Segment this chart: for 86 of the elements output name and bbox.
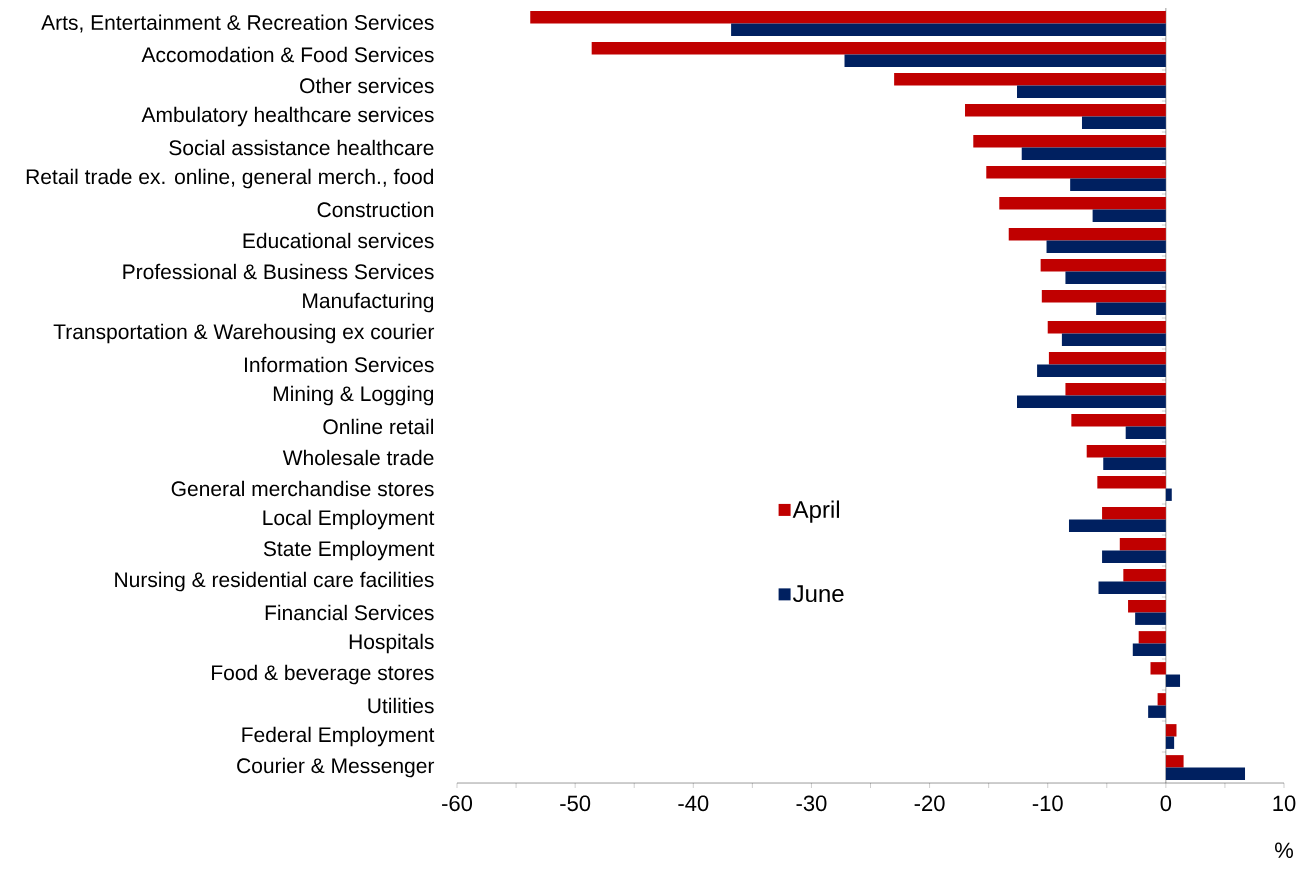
y-tick-label: Arts, Entertainment & Recreation Services [41,14,434,33]
y-tick-label: Construction [317,201,434,218]
y-tick-label: Courier & Messenger [237,757,435,778]
bar [1132,643,1166,656]
bar [844,54,1166,67]
bar [1041,290,1166,303]
y-tick-label: Nursing & residential care facilities [115,571,434,592]
bar [1165,674,1181,687]
bar [1086,445,1166,458]
bar [1165,488,1172,501]
y-tick-label: Social assistance healthcare [169,139,434,156]
bar [973,135,1166,148]
bar [731,23,1166,36]
y-tick-label: Transportation & Warehousing ex courier [53,323,435,344]
x-tick-label: -10 [1032,795,1063,812]
bar [1135,612,1166,625]
bar [1037,364,1166,377]
bar [1068,519,1166,532]
y-tick-label: Financial Services [265,604,434,621]
y-tick-label: Educational services [243,232,434,249]
legend-label: June [792,585,844,603]
y-tick-label: Hospitals [349,633,434,654]
bar [1008,228,1166,241]
bar [1047,321,1166,334]
bar [1102,550,1166,563]
bar [1165,755,1184,768]
bar [986,166,1166,179]
bar [1065,271,1166,284]
bar [1098,581,1166,594]
bar [1071,414,1166,427]
x-tick-label: -50 [560,795,591,812]
bar [1096,302,1166,315]
bar [1092,209,1166,222]
bar [1138,631,1166,644]
bar [591,42,1166,55]
x-tick-label: 10 [1273,795,1296,812]
bar [965,104,1166,117]
legend-label: April [792,500,839,523]
bar [1148,705,1166,718]
bar [999,197,1166,210]
x-axis-title: % [1275,842,1293,858]
y-tick-label: Manufacturing [303,292,434,313]
y-tick-label: Information Services [245,356,434,373]
bar [1048,352,1166,365]
x-tick-label: -40 [678,795,709,812]
y-tick-label: Other services [300,77,434,94]
bar [1061,333,1166,346]
bar [1040,259,1166,272]
x-tick-label: 0 [1160,795,1172,812]
y-tick-label: State Employment [263,540,435,561]
x-tick-label: -30 [796,795,827,812]
bar [1081,116,1166,129]
bar [1103,457,1166,470]
y-tick-label: General merchandise stores [171,480,434,497]
bar [1123,569,1166,582]
bar [1017,85,1166,98]
bar [530,11,1166,24]
bar [1165,767,1246,780]
y-tick-label: Ambulatory healthcare services [141,106,434,127]
bar [1165,736,1175,749]
bar [1070,178,1166,191]
bar [1065,383,1166,396]
bar [894,73,1166,86]
bar [1157,693,1166,706]
bar [1046,240,1166,253]
y-tick-label: Utilities [368,697,434,714]
bar [1150,662,1166,675]
y-tick-label: Food & beverage stores [212,664,434,685]
bar [1021,147,1166,160]
bar [1125,426,1166,439]
y-tick-label: Online retail [323,418,434,435]
bar [1128,600,1166,613]
bar [1102,507,1166,520]
y-tick-label: Professional & Business Services [123,263,434,280]
y-tick-label: Accomodation & Food Services [141,46,434,63]
y-tick-label: Federal Employment [242,726,435,747]
x-tick-label: -20 [914,795,945,812]
y-tick-label: Retail trade ex. online, general merch., food [26,168,434,189]
bar [1097,476,1166,489]
bar [1165,724,1177,737]
bar [1119,538,1166,551]
x-tick-label: -60 [442,795,473,812]
y-tick-label: Local Employment [263,509,435,530]
y-tick-label: Mining & Logging [273,385,434,406]
y-tick-label: Wholesale trade [282,449,434,466]
bar [1017,395,1166,408]
